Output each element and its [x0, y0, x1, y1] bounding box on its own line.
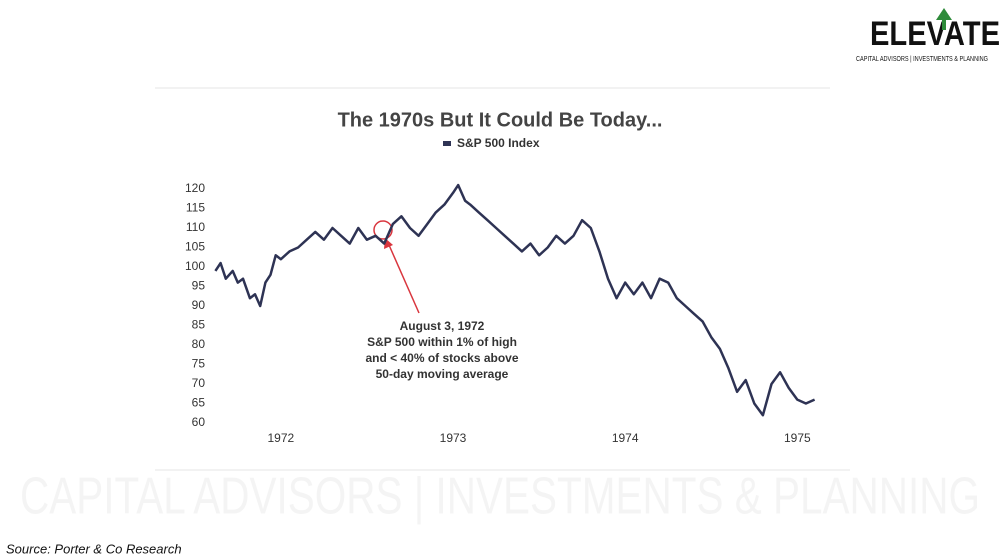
y-tick-label: 120 [185, 181, 205, 195]
y-tick-label: 95 [192, 279, 206, 293]
logo-name: ELEVATE [870, 15, 1000, 53]
chart-title: The 1970s But It Could Be Today... [338, 109, 663, 131]
legend-label: S&P 500 Index [457, 136, 540, 150]
logo-tagline: CAPITAL ADVISORS | INVESTMENTS & PLANNIN… [856, 56, 988, 63]
logo-arrow [936, 8, 952, 30]
y-tick-label: 60 [192, 415, 206, 429]
y-tick-label: 70 [192, 376, 206, 390]
annotation-text: 50-day moving average [376, 367, 509, 381]
annotation-arrow [388, 244, 420, 314]
annotation-text: S&P 500 within 1% of high [367, 335, 517, 349]
annotation-circle [373, 220, 393, 240]
y-tick-label: 85 [192, 318, 206, 332]
x-tick-label: 1974 [612, 431, 639, 445]
y-tick-label: 90 [192, 298, 206, 312]
y-tick-label: 110 [186, 220, 205, 234]
y-tick-label: 105 [185, 240, 205, 254]
y-tick-label: 80 [192, 337, 206, 351]
y-tick-label: 100 [185, 259, 205, 273]
watermark-text: CAPITAL ADVISORS | INVESTMENTS & PLANNIN… [20, 468, 980, 526]
y-tick-label: 115 [186, 201, 205, 215]
source-note: Source: Porter & Co Research [6, 541, 182, 556]
legend-swatch [443, 141, 451, 146]
annotation-text: and < 40% of stocks above [365, 351, 518, 365]
y-tick-label: 65 [192, 396, 206, 410]
series-line [214, 183, 816, 417]
annotation-text: August 3, 1972 [400, 319, 485, 333]
x-tick-label: 1973 [440, 431, 467, 445]
y-tick-label: 75 [192, 357, 206, 371]
x-tick-label: 1975 [784, 431, 811, 445]
x-tick-label: 1972 [268, 431, 295, 445]
watermark: CAPITAL ADVISORS | INVESTMENTS & PLANNIN… [20, 468, 980, 526]
annotation: August 3, 1972 S&P 500 within 1% of high… [365, 220, 519, 381]
